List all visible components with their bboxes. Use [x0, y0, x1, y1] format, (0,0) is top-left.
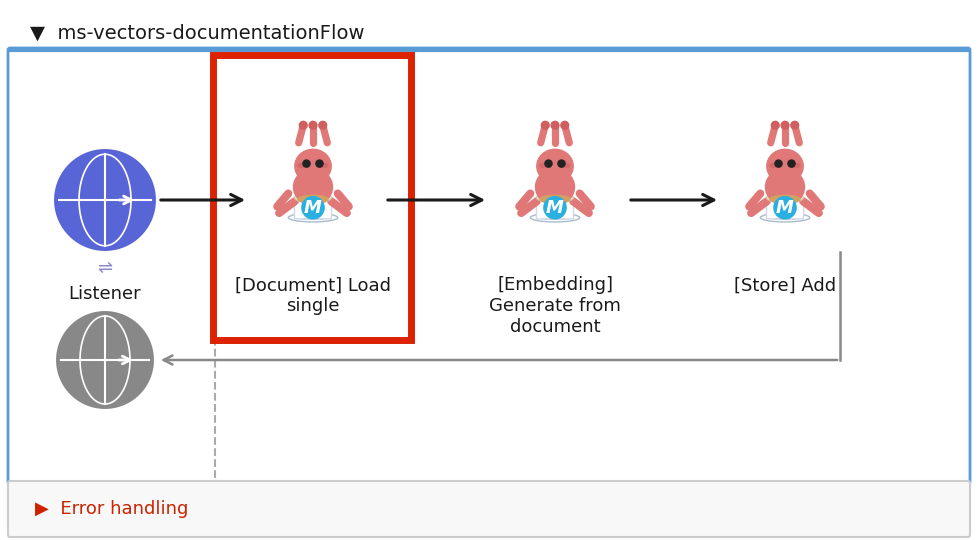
FancyBboxPatch shape	[8, 481, 970, 537]
Ellipse shape	[295, 149, 331, 183]
Ellipse shape	[535, 169, 574, 205]
Circle shape	[561, 122, 568, 129]
Ellipse shape	[536, 193, 573, 203]
Ellipse shape	[321, 164, 328, 167]
FancyBboxPatch shape	[766, 198, 804, 219]
Circle shape	[302, 197, 324, 219]
Circle shape	[788, 160, 795, 167]
Circle shape	[309, 122, 317, 129]
Circle shape	[544, 197, 566, 219]
Ellipse shape	[530, 213, 580, 222]
FancyBboxPatch shape	[536, 198, 573, 219]
Text: ▼  ms-vectors-documentationFlow: ▼ ms-vectors-documentationFlow	[30, 24, 365, 43]
Ellipse shape	[564, 164, 570, 167]
Circle shape	[303, 160, 310, 167]
Text: M: M	[304, 199, 322, 217]
Circle shape	[316, 160, 323, 167]
FancyBboxPatch shape	[8, 48, 970, 484]
Circle shape	[53, 148, 157, 252]
Ellipse shape	[293, 169, 332, 205]
Ellipse shape	[765, 169, 805, 205]
Ellipse shape	[760, 213, 809, 222]
Circle shape	[781, 122, 789, 129]
Text: [Embedding]
Generate from
document: [Embedding] Generate from document	[489, 276, 621, 336]
Ellipse shape	[766, 214, 804, 220]
Text: ⇌: ⇌	[97, 259, 113, 277]
Circle shape	[774, 197, 796, 219]
Circle shape	[791, 122, 799, 129]
Text: ▶  Error handling: ▶ Error handling	[35, 500, 188, 518]
Ellipse shape	[536, 214, 573, 220]
Circle shape	[541, 122, 549, 129]
Ellipse shape	[294, 193, 331, 203]
Ellipse shape	[540, 195, 569, 203]
Circle shape	[299, 122, 307, 129]
FancyBboxPatch shape	[213, 55, 411, 340]
FancyBboxPatch shape	[294, 198, 331, 219]
Ellipse shape	[537, 149, 573, 183]
Circle shape	[558, 160, 565, 167]
Ellipse shape	[794, 164, 800, 167]
Ellipse shape	[770, 164, 776, 167]
Circle shape	[771, 122, 779, 129]
Ellipse shape	[766, 193, 804, 203]
Text: M: M	[776, 199, 794, 217]
Ellipse shape	[766, 149, 804, 183]
Ellipse shape	[288, 213, 338, 222]
Circle shape	[775, 160, 782, 167]
Ellipse shape	[770, 195, 800, 203]
Ellipse shape	[540, 164, 547, 167]
Text: [Document] Load
single: [Document] Load single	[235, 276, 391, 315]
Text: [Store] Add: [Store] Add	[734, 276, 836, 294]
Circle shape	[545, 160, 552, 167]
Ellipse shape	[298, 164, 305, 167]
Ellipse shape	[298, 195, 328, 203]
Text: M: M	[546, 199, 563, 217]
Circle shape	[551, 122, 559, 129]
Ellipse shape	[294, 214, 331, 220]
Circle shape	[318, 122, 326, 129]
Text: Listener: Listener	[69, 285, 141, 303]
Circle shape	[55, 310, 155, 410]
